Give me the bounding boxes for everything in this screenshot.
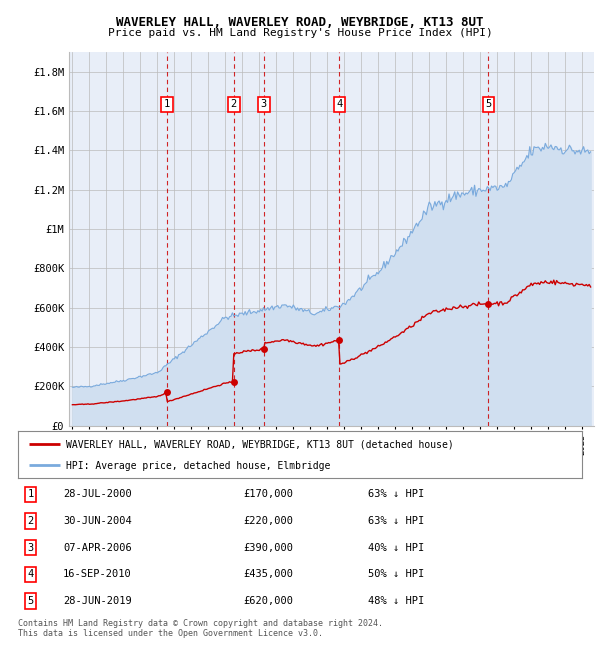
Text: 30-JUN-2004: 30-JUN-2004 [63,516,132,526]
Text: 5: 5 [485,99,491,109]
Text: £170,000: £170,000 [244,489,293,499]
Text: 4: 4 [336,99,343,109]
Text: 5: 5 [27,596,34,606]
Text: 07-APR-2006: 07-APR-2006 [63,543,132,552]
Text: 40% ↓ HPI: 40% ↓ HPI [368,543,424,552]
Text: Price paid vs. HM Land Registry's House Price Index (HPI): Price paid vs. HM Land Registry's House … [107,28,493,38]
Text: 16-SEP-2010: 16-SEP-2010 [63,569,132,579]
Text: 3: 3 [261,99,267,109]
Text: HPI: Average price, detached house, Elmbridge: HPI: Average price, detached house, Elmb… [66,461,331,471]
Text: 28-JUN-2019: 28-JUN-2019 [63,596,132,606]
Text: 2: 2 [230,99,237,109]
Text: 3: 3 [27,543,34,552]
Text: £620,000: £620,000 [244,596,293,606]
Text: £390,000: £390,000 [244,543,293,552]
Text: 63% ↓ HPI: 63% ↓ HPI [368,489,424,499]
Text: Contains HM Land Registry data © Crown copyright and database right 2024.
This d: Contains HM Land Registry data © Crown c… [18,619,383,638]
Text: 48% ↓ HPI: 48% ↓ HPI [368,596,424,606]
Text: 1: 1 [27,489,34,499]
Text: 28-JUL-2000: 28-JUL-2000 [63,489,132,499]
Text: £435,000: £435,000 [244,569,293,579]
Text: 2: 2 [27,516,34,526]
Text: 63% ↓ HPI: 63% ↓ HPI [368,516,424,526]
Text: 50% ↓ HPI: 50% ↓ HPI [368,569,424,579]
Text: 4: 4 [27,569,34,579]
Text: 1: 1 [164,99,170,109]
Text: WAVERLEY HALL, WAVERLEY ROAD, WEYBRIDGE, KT13 8UT: WAVERLEY HALL, WAVERLEY ROAD, WEYBRIDGE,… [116,16,484,29]
Text: WAVERLEY HALL, WAVERLEY ROAD, WEYBRIDGE, KT13 8UT (detached house): WAVERLEY HALL, WAVERLEY ROAD, WEYBRIDGE,… [66,439,454,450]
Text: £220,000: £220,000 [244,516,293,526]
